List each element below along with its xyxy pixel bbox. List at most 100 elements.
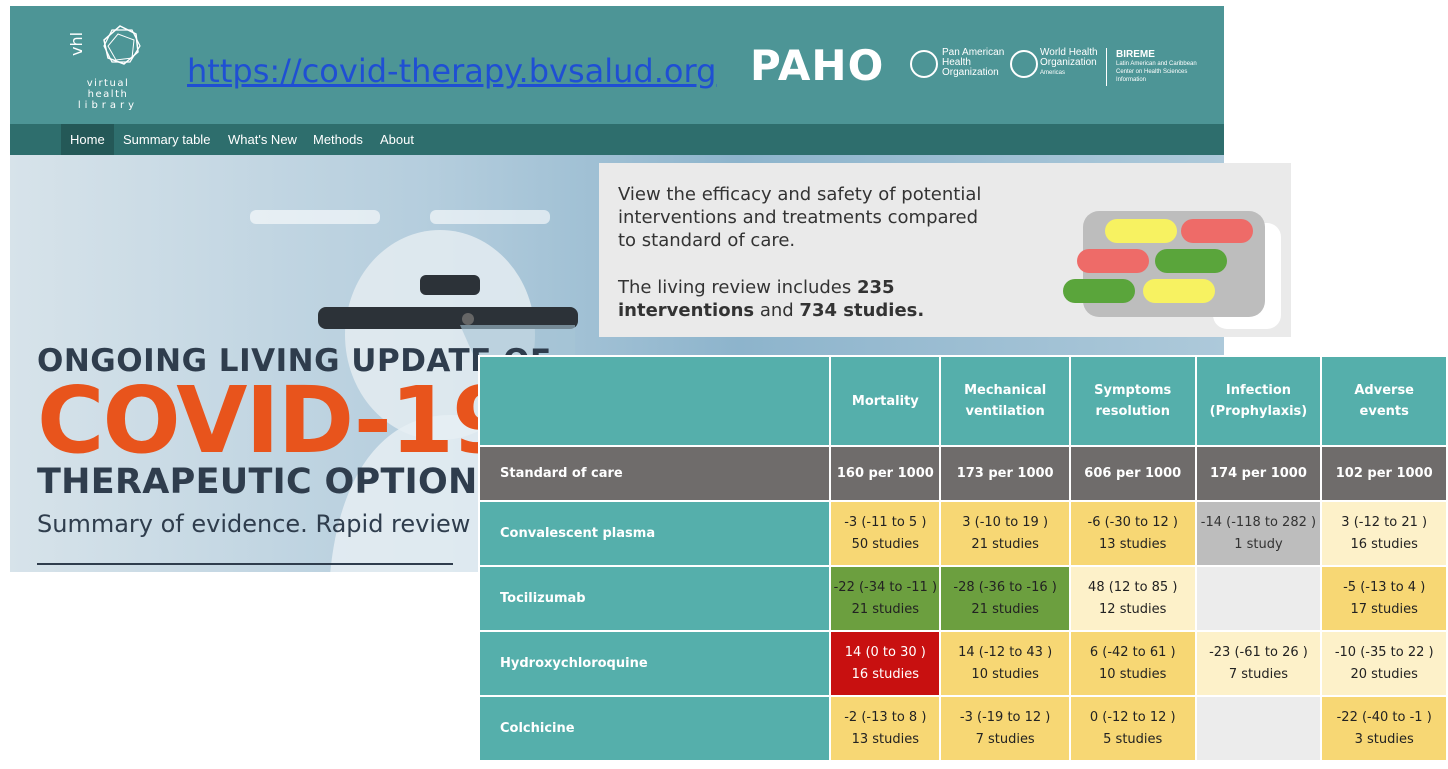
table-row[interactable]: Colchicine -2 (-13 to 8 ) 13 studies -3 (-1… (477, 695, 1448, 762)
effect-cell[interactable]: -3 (-11 to 5 ) 50 studies (829, 500, 942, 567)
row-label: Standard of care (477, 445, 832, 502)
who-emblem-icon (1010, 50, 1038, 78)
effect-estimate: 6 (-42 to 61 ) (1089, 644, 1176, 660)
bireme-divider (1106, 48, 1107, 86)
site-url-link[interactable]: https://covid-therapy.bvsalud.org (187, 52, 717, 90)
study-count: 21 studies (851, 601, 920, 617)
who-org-name: World Health Organization Americas (1040, 48, 1098, 78)
effect-estimate: 14 (0 to 30 ) (844, 644, 926, 660)
effect-estimate: -2 (-13 to 8 ) (844, 709, 927, 725)
row-label[interactable]: Convalescent plasma (477, 500, 832, 567)
study-count: 7 studies (975, 731, 1035, 747)
info-text: View the efficacy and safety of potentia… (618, 183, 998, 322)
hero-title-line-3: THERAPEUTIC OPTIONS (37, 462, 504, 502)
baseline-value: 606 per 1000 (1068, 445, 1197, 502)
vhl-logo[interactable]: vhl virtual health library (67, 20, 158, 111)
hero-divider (37, 563, 453, 565)
effect-cell[interactable]: -2 (-13 to 8 ) 13 studies (829, 695, 942, 762)
effect-cell[interactable]: 3 (-12 to 21 ) 16 studies (1320, 500, 1448, 567)
nav-item-home[interactable]: Home (61, 124, 114, 155)
ceiling-light (250, 210, 380, 224)
effect-estimate: -14 (-118 to 282 ) (1200, 514, 1317, 530)
effect-estimate: -6 (-30 to 12 ) (1087, 514, 1178, 530)
effect-estimate: -22 (-40 to -1 ) (1336, 709, 1432, 725)
nav-item-about[interactable]: About (380, 132, 414, 147)
effect-cell[interactable]: 14 (-12 to 43 ) 10 studies (939, 630, 1071, 697)
effect-estimate: 14 (-12 to 43 ) (958, 644, 1053, 660)
study-count: 17 studies (1350, 601, 1418, 617)
baseline-value: 174 per 1000 (1194, 445, 1323, 502)
effect-cell[interactable]: 48 (12 to 85 ) 12 studies (1068, 565, 1197, 632)
effect-estimate: 3 (-10 to 19 ) (962, 514, 1049, 530)
effect-cell[interactable]: 6 (-42 to 61 ) 10 studies (1068, 630, 1197, 697)
effect-estimate: -3 (-11 to 5 ) (844, 514, 927, 530)
row-label[interactable]: Hydroxychloroquine (477, 630, 832, 697)
baseline-value: 173 per 1000 (939, 445, 1071, 502)
study-count: 16 studies (851, 666, 920, 682)
effect-cell[interactable]: -5 (-13 to 4 ) 17 studies (1320, 565, 1448, 632)
effect-cell (1194, 695, 1323, 762)
evidence-summary-table: Mortality Mechanical ventilation Symptom… (477, 355, 1448, 762)
study-count: 10 studies (1099, 666, 1167, 682)
ceiling-light (430, 210, 550, 224)
column-header[interactable]: Infection (Prophylaxis) (1194, 355, 1323, 447)
table-row[interactable]: Tocilizumab -22 (-34 to -11 ) 21 studies -2… (477, 565, 1448, 632)
effect-cell[interactable]: 0 (-12 to 12 ) 5 studies (1068, 695, 1197, 762)
who-name-line-3: Americas (1040, 70, 1066, 76)
paho-name-line-3: Organization (942, 67, 999, 78)
effect-cell[interactable]: -23 (-61 to 26 ) 7 studies (1194, 630, 1323, 697)
hero-title-line-1: ONGOING LIVING UPDATE OF (37, 343, 552, 379)
column-header[interactable]: Symptoms resolution (1068, 355, 1197, 447)
nav-item-whats-new[interactable]: What's New (228, 132, 297, 147)
header-corner (477, 355, 832, 447)
vhl-subtitle-1: virtual health (86, 78, 130, 100)
hero-subtitle: Summary of evidence. Rapid review (37, 510, 471, 538)
effect-cell[interactable]: -3 (-19 to 12 ) 7 studies (939, 695, 1071, 762)
study-count: 21 studies (971, 601, 1039, 617)
study-count: 21 studies (971, 536, 1039, 552)
site-header: vhl virtual health library https://covid… (10, 6, 1224, 124)
row-label[interactable]: Tocilizumab (477, 565, 832, 632)
effect-estimate: -28 (-36 to -16 ) (953, 579, 1057, 595)
effect-cell (1194, 565, 1323, 632)
bireme-logo[interactable]: BIREME Latin American and Caribbean Cent… (1116, 49, 1216, 84)
baseline-value: 160 per 1000 (829, 445, 942, 502)
row-label[interactable]: Colchicine (477, 695, 832, 762)
effect-estimate: 0 (-12 to 12 ) (1089, 709, 1176, 725)
effect-estimate: -23 (-61 to 26 ) (1209, 644, 1308, 660)
baseline-value: 102 per 1000 (1320, 445, 1448, 502)
vhl-emblem-icon: vhl (67, 25, 141, 65)
paho-name-line-1: Pan American (942, 47, 1005, 58)
effect-cell[interactable]: 14 (0 to 30 ) 16 studies (829, 630, 942, 697)
hero-title-covid: COVID-19 (37, 367, 516, 474)
effect-cell[interactable]: -22 (-40 to -1 ) 3 studies (1320, 695, 1448, 762)
table-row[interactable]: Convalescent plasma -3 (-11 to 5 ) 50 stud… (477, 500, 1448, 567)
column-header[interactable]: Mortality (829, 355, 942, 447)
effect-cell[interactable]: -10 (-35 to 22 ) 20 studies (1320, 630, 1448, 697)
effect-estimate: -22 (-34 to -11 ) (833, 579, 938, 595)
nav-item-summary-table[interactable]: Summary table (123, 132, 211, 147)
effect-cell[interactable]: -22 (-34 to -11 ) 21 studies (829, 565, 942, 632)
column-header[interactable]: Adverse events (1320, 355, 1448, 447)
effect-cell[interactable]: -14 (-118 to 282 ) 1 study (1194, 500, 1323, 567)
nav-item-methods[interactable]: Methods (313, 132, 363, 147)
column-header[interactable]: Mechanical ventilation (939, 355, 1071, 447)
effect-cell[interactable]: -28 (-36 to -16 ) 21 studies (939, 565, 1071, 632)
effect-cell[interactable]: -6 (-30 to 12 ) 13 studies (1068, 500, 1197, 567)
info-description: View the efficacy and safety of potentia… (618, 184, 982, 251)
study-count: 13 studies (851, 731, 920, 747)
effect-cell[interactable]: 3 (-10 to 19 ) 21 studies (939, 500, 1071, 567)
study-count: 5 studies (1103, 731, 1163, 747)
vhl-subtitle-2: library (77, 100, 139, 111)
info-summary: The living review includes 235 intervent… (618, 276, 998, 322)
bireme-name: BIREME (1116, 49, 1155, 60)
table-row[interactable]: Hydroxychloroquine 14 (0 to 30 ) 16 studie… (477, 630, 1448, 697)
paho-logo[interactable]: PAHO (750, 41, 885, 90)
interventions-count: 235 interventions (618, 277, 895, 321)
effect-estimate: 3 (-12 to 21 ) (1341, 514, 1428, 530)
study-count: 20 studies (1350, 666, 1418, 682)
effect-estimate: -3 (-19 to 12 ) (959, 709, 1051, 725)
vhl-logo-text: vhl (68, 32, 86, 56)
paho-org-name: Pan American Health Organization (942, 48, 1004, 78)
study-count: 12 studies (1099, 601, 1167, 617)
